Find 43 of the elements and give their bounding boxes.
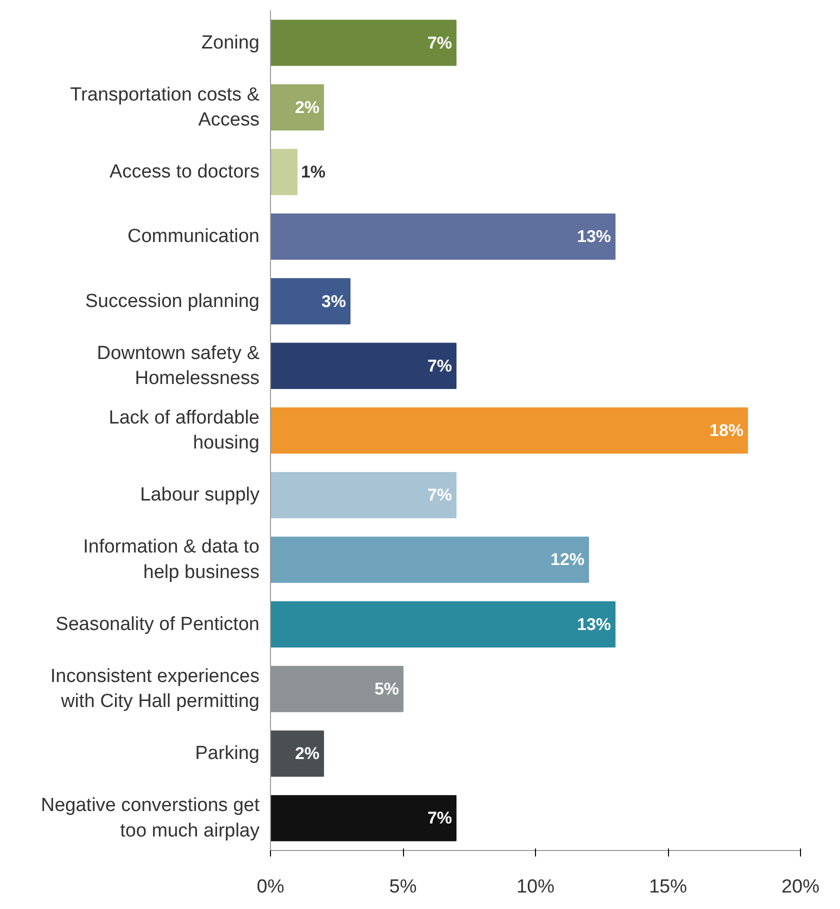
bar [270,278,350,324]
y-tick-label: Labour supply [140,484,260,506]
bar [270,536,589,583]
data-label: 5% [374,679,400,698]
bar [270,795,456,842]
y-tick-label: Negative converstions get too much airplay [40,795,260,842]
y-tick-label: Seasonality of Penticton [56,614,260,635]
x-tick-label: 10% [516,876,555,898]
data-label: 1% [300,162,326,182]
bar [270,730,324,777]
data-label: 18% [710,421,744,440]
bar [270,148,298,196]
bar [270,84,324,131]
data-label: 2% [294,98,320,117]
bar [270,20,456,66]
data-label: 13% [577,614,612,634]
bar [270,342,456,389]
data-label: 13% [577,227,612,246]
bar [270,407,748,454]
y-tick-label: Communication [128,226,260,248]
bar [270,214,616,260]
y-tick-label: Information & data to help business [83,536,260,583]
bar [270,472,456,518]
data-label: 3% [321,292,346,311]
y-tick-label: Inconsistent experiences with City Hall permitting [50,666,260,712]
data-label: 7% [427,486,452,505]
y-tick-label: Zoning [201,32,260,54]
x-tick-label: 5% [389,876,417,898]
data-label: 12% [550,550,585,570]
x-tick-label: 0% [256,876,284,898]
y-tick-label: Access to doctors [110,162,260,183]
x-tick-label: 20% [781,876,820,898]
data-label: 7% [427,33,452,52]
y-tick-label: Transportation costs & Access [70,84,260,131]
y-tick-label: Downtown safety & Homelessness [96,342,260,389]
y-tick-label: Lack of affordable housing [108,407,260,454]
y-tick-label: Succession planning [85,290,260,312]
data-label: 7% [427,356,452,376]
x-tick-label: 15% [648,876,688,898]
data-label: 7% [427,808,452,828]
data-label: 2% [294,744,320,764]
y-tick-label: Parking [195,743,260,764]
bar [270,601,616,648]
